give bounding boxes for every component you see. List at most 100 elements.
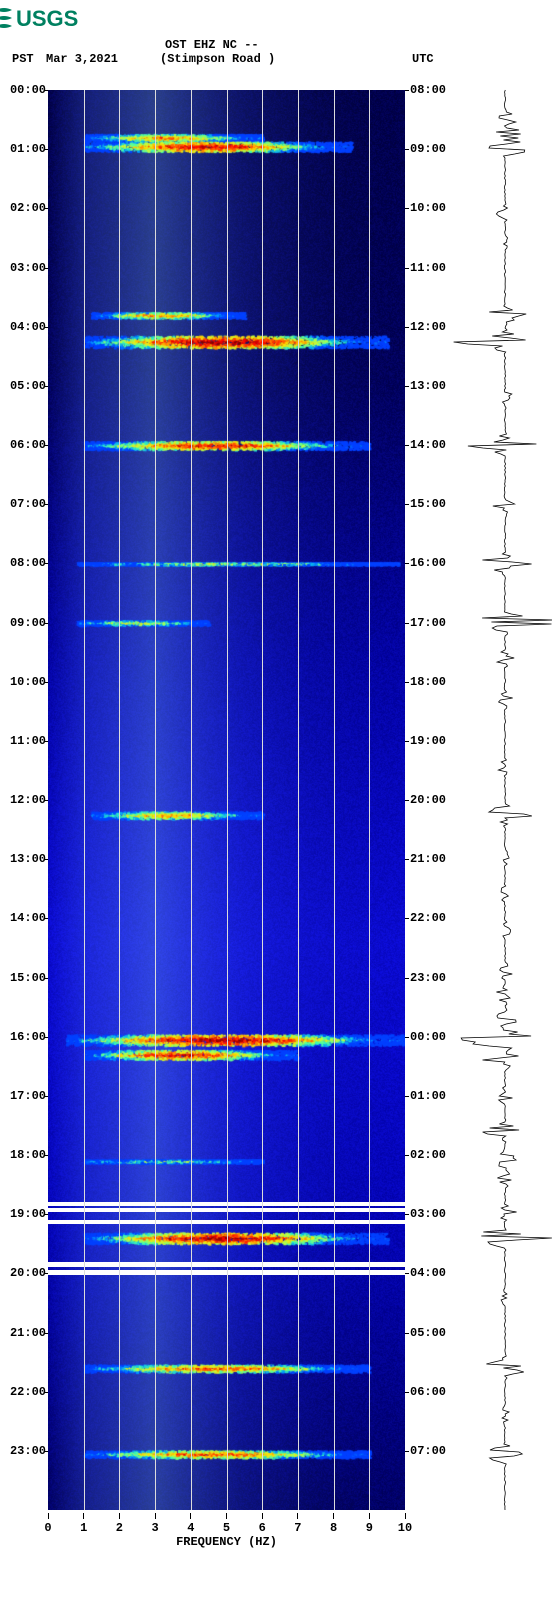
utc-hour-label: 16:00: [410, 556, 446, 570]
pst-hour-label: 16:00: [6, 1030, 46, 1044]
y-tick: [44, 563, 48, 564]
y-tick: [44, 859, 48, 860]
pst-hour-label: 18:00: [6, 1148, 46, 1162]
y-tick: [405, 1096, 409, 1097]
pst-hour-label: 06:00: [6, 438, 46, 452]
y-tick: [44, 208, 48, 209]
pst-hour-label: 01:00: [6, 142, 46, 156]
utc-hour-label: 23:00: [410, 971, 446, 985]
x-tick: 3: [145, 1513, 165, 1535]
pst-hour-label: 10:00: [6, 675, 46, 689]
pst-hour-label: 12:00: [6, 793, 46, 807]
y-tick: [405, 386, 409, 387]
y-tick: [405, 1155, 409, 1156]
y-tick: [405, 859, 409, 860]
y-tick: [44, 623, 48, 624]
x-tick: 6: [252, 1513, 272, 1535]
x-tick: 10: [395, 1513, 415, 1535]
y-tick: [405, 978, 409, 979]
y-tick: [44, 504, 48, 505]
utc-hour-label: 17:00: [410, 616, 446, 630]
pst-hour-label: 04:00: [6, 320, 46, 334]
page: USGS OST EHZ NC -- PST Mar 3,2021 (Stimp…: [0, 0, 552, 1613]
utc-hour-label: 14:00: [410, 438, 446, 452]
y-tick: [405, 149, 409, 150]
utc-hour-label: 13:00: [410, 379, 446, 393]
utc-hour-label: 21:00: [410, 852, 446, 866]
utc-hour-label: 04:00: [410, 1266, 446, 1280]
gridline-v: [369, 90, 370, 1510]
utc-hour-label: 07:00: [410, 1444, 446, 1458]
y-tick: [44, 918, 48, 919]
pst-hour-label: 15:00: [6, 971, 46, 985]
pst-hour-label: 14:00: [6, 911, 46, 925]
gridline-v: [119, 90, 120, 1510]
y-tick: [405, 90, 409, 91]
y-tick: [405, 1392, 409, 1393]
y-tick: [405, 800, 409, 801]
y-tick: [405, 563, 409, 564]
right-timezone: UTC: [412, 52, 434, 66]
station-code: OST EHZ NC --: [165, 38, 259, 52]
y-tick: [44, 1155, 48, 1156]
y-tick: [44, 445, 48, 446]
pst-hour-label: 09:00: [6, 616, 46, 630]
y-tick: [405, 1273, 409, 1274]
x-tick: 5: [217, 1513, 237, 1535]
utc-hour-label: 20:00: [410, 793, 446, 807]
x-tick: 1: [74, 1513, 94, 1535]
y-tick: [405, 1333, 409, 1334]
gridline-v: [155, 90, 156, 1510]
left-timezone: PST: [12, 52, 34, 66]
pst-hour-label: 19:00: [6, 1207, 46, 1221]
seismogram-panel: [470, 90, 540, 1510]
utc-hour-label: 06:00: [410, 1385, 446, 1399]
y-tick: [44, 1037, 48, 1038]
y-tick: [44, 682, 48, 683]
y-tick: [44, 149, 48, 150]
x-tick: 7: [288, 1513, 308, 1535]
utc-hour-label: 12:00: [410, 320, 446, 334]
gridline-v: [227, 90, 228, 1510]
utc-hour-label: 03:00: [410, 1207, 446, 1221]
x-tick: 9: [359, 1513, 379, 1535]
y-tick: [405, 445, 409, 446]
record-date: Mar 3,2021: [46, 52, 118, 66]
spectrogram-panel: [48, 90, 405, 1510]
x-tick: 4: [181, 1513, 201, 1535]
y-tick: [44, 386, 48, 387]
pst-hour-label: 23:00: [6, 1444, 46, 1458]
y-tick: [44, 741, 48, 742]
y-tick: [44, 90, 48, 91]
station-location: (Stimpson Road ): [160, 52, 275, 66]
svg-text:USGS: USGS: [16, 6, 78, 31]
x-axis: FREQUENCY (HZ) 012345678910: [48, 1513, 405, 1553]
pst-hour-label: 00:00: [6, 83, 46, 97]
y-tick: [405, 682, 409, 683]
utc-hour-label: 19:00: [410, 734, 446, 748]
pst-hour-label: 21:00: [6, 1326, 46, 1340]
pst-hour-label: 11:00: [6, 734, 46, 748]
gridline-v: [191, 90, 192, 1510]
y-tick: [405, 268, 409, 269]
pst-hour-label: 03:00: [6, 261, 46, 275]
utc-hour-label: 02:00: [410, 1148, 446, 1162]
x-tick: 2: [109, 1513, 129, 1535]
y-tick: [405, 1037, 409, 1038]
gridline-v: [84, 90, 85, 1510]
utc-hour-label: 10:00: [410, 201, 446, 215]
pst-hour-label: 07:00: [6, 497, 46, 511]
y-tick: [44, 268, 48, 269]
x-axis-label: FREQUENCY (HZ): [48, 1535, 405, 1549]
y-tick: [44, 1096, 48, 1097]
gridline-v: [262, 90, 263, 1510]
gridline-v: [334, 90, 335, 1510]
pst-hour-label: 17:00: [6, 1089, 46, 1103]
seismogram-line: [454, 90, 552, 1510]
x-tick: 0: [38, 1513, 58, 1535]
y-tick: [44, 1392, 48, 1393]
y-tick: [405, 1214, 409, 1215]
y-tick: [44, 1214, 48, 1215]
utc-hour-label: 15:00: [410, 497, 446, 511]
x-tick: 8: [324, 1513, 344, 1535]
